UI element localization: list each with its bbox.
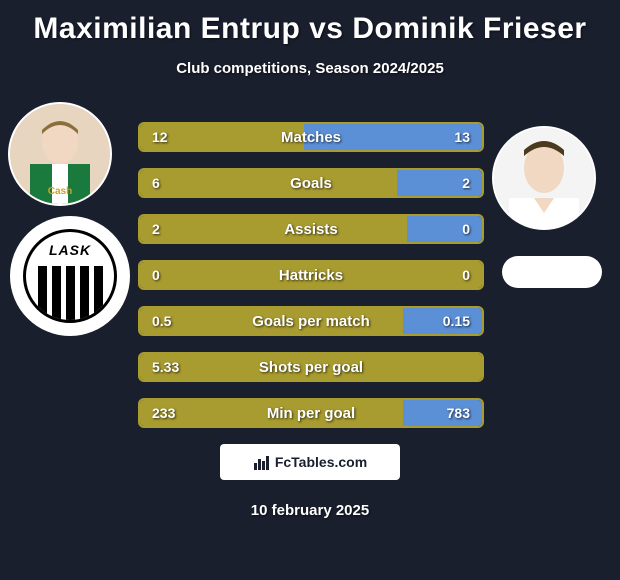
stat-label: Matches <box>140 124 482 150</box>
stat-value-right: 2 <box>462 170 470 196</box>
stats-bars: Matches1213Goals62Assists20Hattricks00Go… <box>138 122 484 444</box>
stat-row: Goals per match0.5 0.15 <box>138 306 484 336</box>
stat-value-left: 2 <box>152 216 160 242</box>
page-title: Maximilian Entrup vs Dominik Frieser <box>0 0 620 46</box>
stat-row: Shots per goal5.33 <box>138 352 484 382</box>
footer-date: 10 february 2025 <box>0 502 620 519</box>
player-left-avatar: Cash <box>8 102 112 206</box>
stat-row: Matches12 13 <box>138 122 484 152</box>
brand-logo: FcTables.com <box>220 444 400 480</box>
stat-value-left: 6 <box>152 170 160 196</box>
subtitle: Club competitions, Season 2024/2025 <box>0 60 620 77</box>
stat-value-left: 0.5 <box>152 308 171 334</box>
stat-row: Hattricks0 0 <box>138 260 484 290</box>
stat-label: Goals per match <box>140 308 482 334</box>
club-left-badge: LASK <box>10 216 130 336</box>
stat-label: Goals <box>140 170 482 196</box>
stat-row: Goals6 2 <box>138 168 484 198</box>
stat-value-left: 0 <box>152 262 160 288</box>
stat-value-right: 0 <box>462 216 470 242</box>
stat-value-right: 13 <box>454 124 470 150</box>
stat-value-right: 0 <box>462 262 470 288</box>
brand-text: FcTables.com <box>275 454 367 470</box>
avatar-placeholder-icon <box>494 128 594 228</box>
club-right-badge <box>502 256 602 288</box>
lask-logo-text: LASK <box>49 242 91 258</box>
lask-logo: LASK <box>23 229 117 323</box>
player-right-avatar <box>492 126 596 230</box>
stat-value-left: 233 <box>152 400 175 426</box>
stat-value-right: 0.15 <box>443 308 470 334</box>
stat-value-right: 783 <box>447 400 470 426</box>
stat-label: Assists <box>140 216 482 242</box>
stat-row: Min per goal233 783 <box>138 398 484 428</box>
stat-label: Shots per goal <box>140 354 482 380</box>
stat-label: Hattricks <box>140 262 482 288</box>
stat-value-left: 12 <box>152 124 168 150</box>
stat-value-left: 5.33 <box>152 354 179 380</box>
stat-row: Assists2 0 <box>138 214 484 244</box>
svg-text:Cash: Cash <box>48 186 72 197</box>
avatar-placeholder-icon: Cash <box>10 104 110 204</box>
chart-icon <box>253 453 271 471</box>
stat-label: Min per goal <box>140 400 482 426</box>
